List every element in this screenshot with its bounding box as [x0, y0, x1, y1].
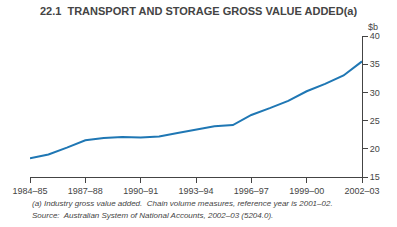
svg-text:30: 30 — [370, 88, 380, 98]
svg-text:22.1 TRANSPORT AND STORAGE GR: 22.1 TRANSPORT AND STORAGE GROSS VALUE A… — [40, 5, 358, 17]
svg-text:1999–00: 1999–00 — [289, 186, 324, 196]
svg-text:20: 20 — [370, 144, 380, 154]
svg-text:1990–91: 1990–91 — [123, 186, 158, 196]
svg-text:1984–85: 1984–85 — [12, 186, 47, 196]
svg-text:2002–03: 2002–03 — [344, 186, 379, 196]
svg-text:Source: Australian System of: Source: Australian System of National Ac… — [32, 211, 273, 220]
svg-text:25: 25 — [370, 116, 380, 126]
svg-text:(a) Industry gross value added: (a) Industry gross value added. Chain vo… — [32, 199, 333, 208]
svg-text:35: 35 — [370, 59, 380, 69]
svg-text:1993–94: 1993–94 — [178, 186, 213, 196]
svg-text:40: 40 — [370, 31, 380, 41]
svg-text:$b: $b — [368, 22, 378, 32]
svg-text:15: 15 — [370, 172, 380, 182]
svg-text:1987–88: 1987–88 — [68, 186, 103, 196]
svg-text:1996–97: 1996–97 — [234, 186, 269, 196]
